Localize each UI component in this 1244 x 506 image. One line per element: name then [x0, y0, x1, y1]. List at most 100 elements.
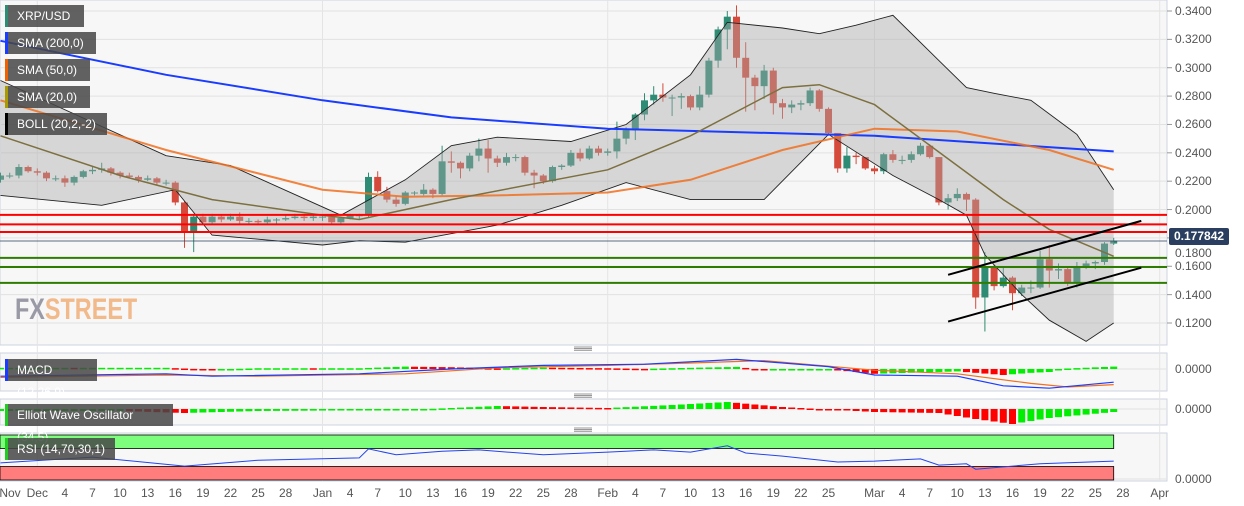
ewo-histogram-bar [742, 403, 750, 409]
ewo-histogram-bar [1018, 409, 1026, 423]
rsi-line [0, 445, 1114, 470]
ewo-histogram-bar [797, 408, 805, 410]
legend-sma20[interactable]: SMA (20,0) [5, 86, 90, 108]
x-tick-label: 16 [168, 486, 182, 500]
candle-body [429, 189, 437, 194]
macd-histogram-bar [613, 368, 621, 370]
macd-histogram-bar [779, 369, 786, 371]
candle [576, 148, 584, 162]
legend-symbol-label: XRP/USD [17, 9, 71, 23]
candle [282, 215, 290, 221]
candle [392, 196, 400, 207]
legend-sma200[interactable]: SMA (200,0) [5, 32, 96, 54]
candle-body [116, 172, 124, 176]
candle [751, 74, 759, 111]
legend-boll[interactable]: BOLL (20,2,-2) [5, 113, 107, 135]
ewo-histogram-bar [263, 409, 271, 411]
macd-histogram-bar [861, 369, 869, 373]
ewo-histogram-bar [374, 409, 382, 411]
ewo-histogram-bar [953, 409, 961, 416]
y-tick-label: 0.2400 [1175, 145, 1212, 160]
candle [24, 165, 32, 173]
macd-histogram-bar [990, 369, 998, 375]
x-tick-label: 13 [978, 486, 992, 500]
candle [503, 152, 510, 166]
candle-body [585, 148, 593, 159]
candle-body [374, 176, 382, 192]
y-tick-label: 0.2600 [1175, 117, 1212, 132]
candle [245, 218, 253, 224]
legend-symbol[interactable]: XRP/USD [5, 5, 84, 27]
ewo-histogram-bar [199, 409, 207, 413]
macd-histogram-bar [153, 367, 161, 370]
candle [70, 175, 78, 186]
macd-histogram-bar [917, 369, 924, 373]
candle-body [401, 192, 409, 204]
legend-ewo[interactable]: Elliott Wave Oscillator (34,5) [5, 404, 173, 444]
ewo-histogram-bar [438, 408, 446, 410]
candle-body [1045, 259, 1053, 271]
ewo-histogram-bar [484, 406, 492, 409]
macd-histogram-bar [162, 367, 170, 370]
candle-body [935, 157, 943, 203]
sma200-color-swatch [5, 32, 8, 54]
macd-histogram-bar [723, 367, 731, 369]
legend-rsi-label: RSI (14,70,30,1) [17, 442, 106, 456]
x-tick-label: 22 [509, 486, 523, 500]
current-price-tag: 0.177842 [1169, 228, 1230, 245]
legend-rsi[interactable]: RSI (14,70,30,1) [5, 438, 115, 460]
ewo-histogram-bar [567, 407, 575, 409]
ewo-histogram-bar [834, 409, 842, 411]
ewo-histogram-bar [346, 409, 354, 411]
ewo-histogram-bar [981, 409, 989, 421]
legend-sma50[interactable]: SMA (50,0) [5, 59, 90, 81]
ewo-histogram-bar [1036, 409, 1044, 420]
ewo-histogram-bar [319, 409, 326, 411]
macd-histogram-bar [834, 369, 842, 371]
candle [107, 167, 115, 176]
ewo-histogram-bar [245, 409, 253, 412]
candle [171, 181, 179, 206]
candle-body [263, 219, 271, 223]
x-tick-label: 4 [898, 486, 906, 500]
macd-histogram-bar [383, 367, 391, 369]
ewo-histogram-bar [926, 409, 934, 413]
candle [788, 100, 796, 114]
candle-body [558, 165, 566, 167]
macd-histogram-bar [622, 368, 630, 371]
ewo-histogram-bar [898, 409, 906, 413]
candle-body [52, 178, 60, 180]
ewo-histogram-bar [1045, 409, 1053, 418]
ewo-histogram-bar [907, 409, 915, 413]
ewo-histogram-bar [687, 404, 694, 409]
ewo-histogram-bar [585, 407, 593, 410]
macd-histogram-bar [806, 369, 814, 371]
legend-macd[interactable]: MACD (12,26,9) [5, 359, 97, 399]
legend-sma200-label: SMA (200,0) [17, 36, 84, 50]
candle-body [769, 70, 777, 104]
candle-body [24, 167, 32, 172]
sma20-color-swatch [5, 86, 8, 108]
candle-body [733, 16, 740, 58]
macd-histogram-bar [309, 368, 317, 370]
macd-histogram-bar [273, 368, 280, 370]
x-tick-label: 4 [61, 486, 69, 500]
ewo-histogram-bar [1064, 409, 1072, 417]
candle [263, 216, 271, 224]
ewo-histogram-bar [825, 409, 832, 411]
macd-histogram-bar [319, 368, 326, 370]
candle-body [392, 199, 400, 204]
candle-body [613, 138, 621, 152]
ewo-histogram-bar [429, 408, 437, 411]
candle [493, 155, 501, 167]
candle-body [631, 114, 639, 131]
candle-body [815, 90, 823, 109]
macd-histogram-bar [926, 369, 934, 373]
candle-body [751, 77, 759, 87]
ewo-histogram-bar [365, 409, 372, 411]
candle-body [1027, 287, 1035, 289]
candle [825, 107, 832, 136]
x-tick-label: Dec [26, 486, 48, 500]
candle-body [521, 157, 529, 173]
